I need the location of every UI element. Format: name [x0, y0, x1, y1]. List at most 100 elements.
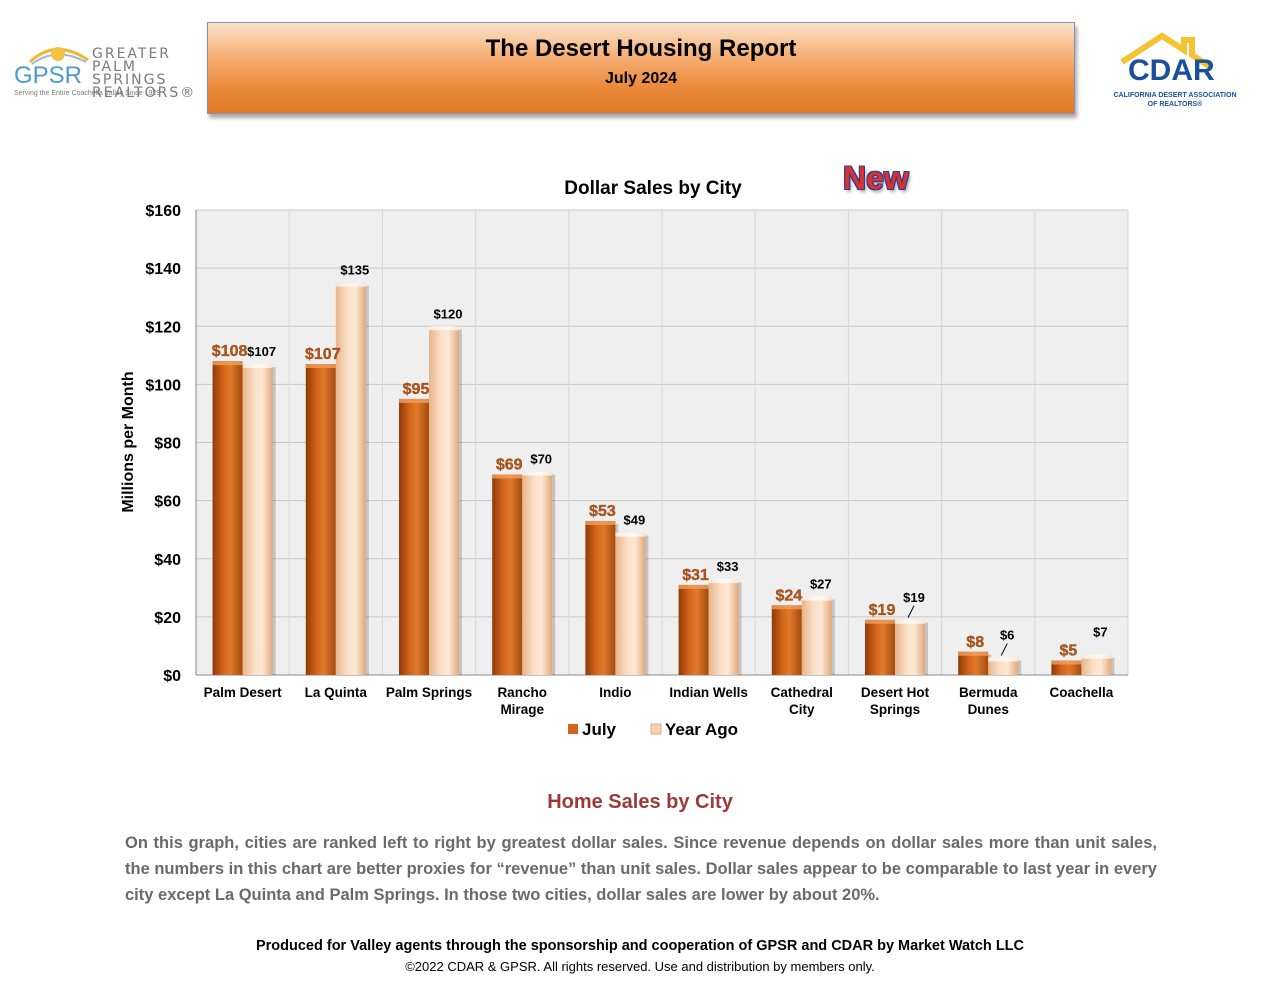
y-tick-label: $160 [145, 203, 181, 220]
report-title: The Desert Housing Report [485, 35, 797, 62]
cdar-subtitle: CALIFORNIA DESERT ASSOCIATION OF REALTOR… [1102, 91, 1248, 109]
bar-year-ago [708, 579, 739, 675]
data-label-year-ago: $49 [624, 513, 646, 528]
bar-july-cap [212, 361, 243, 366]
bar-july-cap [492, 474, 523, 479]
data-label-july: $5 [1060, 642, 1078, 659]
x-tick-label: City [789, 702, 815, 717]
bar-year-ago [335, 282, 366, 675]
bar-year-ago [895, 619, 925, 675]
data-label-year-ago: $107 [247, 344, 276, 359]
y-tick-label: $80 [154, 436, 181, 453]
bar-july [399, 398, 429, 675]
bar-year-ago [242, 364, 273, 675]
gpsr-logo: GPSR GREATER PALM SPRINGS REALTORS® Serv… [10, 40, 194, 102]
bar-july [492, 474, 523, 675]
x-tick-label: Indian Wells [669, 685, 748, 700]
cdar-abbr: CDAR [1128, 54, 1215, 87]
house-roof-icon [1120, 32, 1214, 71]
chart-title: Dollar Sales by City [564, 178, 742, 199]
gpsr-name: GREATER PALM SPRINGS REALTORS® [92, 46, 197, 101]
data-label-year-ago: $33 [717, 559, 739, 574]
x-tick-label: La Quinta [305, 685, 368, 700]
report-banner: The Desert Housing Report July 2024 [207, 22, 1075, 114]
bar-year-ago-cap [895, 619, 925, 624]
data-label-july: $24 [775, 587, 802, 604]
bar-july-cap [399, 398, 429, 403]
bar-year-ago-cap [335, 282, 366, 287]
section-title: Home Sales by City [547, 791, 733, 813]
footer-credit: Produced for Valley agents through the s… [255, 938, 1025, 954]
footer-copyright: ©2022 CDAR & GPSR. All rights reserved. … [405, 959, 875, 974]
data-label-july: $95 [403, 381, 430, 398]
data-label-year-ago: $135 [340, 263, 369, 278]
cdar-sub-line2: OF REALTORS® [1147, 101, 1203, 108]
cdar-sub-line1: CALIFORNIA DESERT ASSOCIATION [1113, 92, 1237, 99]
bar-july-cap [678, 584, 709, 589]
bar-year-ago-cap [429, 326, 459, 331]
x-tick-label: Cathedral [771, 685, 833, 700]
bar-july-cap [771, 605, 802, 610]
bar-july-cap [585, 520, 616, 525]
bar-july-cap [958, 651, 989, 656]
bar-year-ago [522, 471, 553, 675]
y-tick-label: $120 [145, 319, 181, 336]
gpsr-name-line1: GREATER [92, 46, 172, 62]
cdar-logo: CDAR CALIFORNIA DESERT ASSOCIATION OF RE… [1100, 30, 1250, 114]
dollar-sales-chart: $0$20$40$60$80$100$120$140$160 $108 $107 $… [120, 178, 1129, 739]
x-tick-label: Dunes [968, 702, 1009, 717]
bar-year-ago-cap [615, 532, 646, 537]
section-body: On this graph, cities are ranked left to… [125, 834, 1157, 904]
bar-july [212, 361, 243, 675]
bar-july [678, 584, 709, 675]
bar-year-ago [615, 532, 646, 675]
y-tick-label: $140 [145, 261, 181, 278]
data-label-july: $53 [589, 503, 616, 520]
y-tick-label: $20 [154, 610, 181, 627]
gpsr-abbr: GPSR [14, 62, 83, 89]
x-tick-label: Mirage [500, 702, 544, 717]
legend-label-july: July [582, 720, 617, 739]
data-label-year-ago: $27 [810, 577, 832, 592]
x-tick-label: Bermuda [959, 685, 1018, 700]
bar-july-cap [305, 364, 336, 369]
bar-year-ago [988, 657, 1019, 675]
gpsr-name-line2: PALM SPRINGS [92, 59, 168, 88]
bar-july [958, 651, 989, 675]
bar-july [305, 364, 336, 675]
x-tick-label: Coachella [1050, 685, 1114, 700]
data-label-july: $107 [305, 346, 341, 363]
bar-july-cap [1051, 660, 1082, 665]
leader-line [1000, 643, 1008, 656]
y-tick-label: $60 [154, 494, 181, 511]
bar-year-ago-cap [988, 657, 1019, 662]
x-tick-label: Rancho [497, 685, 547, 700]
legend-swatch-july [568, 724, 578, 734]
bar-july [585, 520, 616, 675]
data-label-july: $108 [212, 343, 248, 360]
y-tick-label: $100 [145, 377, 181, 394]
bar-july [771, 605, 802, 675]
bar-year-ago-cap [242, 364, 273, 369]
bar-year-ago [1081, 654, 1112, 675]
bar-july-cap [865, 619, 895, 624]
gpsr-tagline: Serving the Entire Coachella Valley Sinc… [14, 90, 161, 97]
bar-year-ago-cap [708, 579, 739, 584]
data-label-july: $19 [869, 602, 896, 619]
data-label-year-ago: $70 [530, 452, 552, 467]
gpsr-name-line3: REALTORS® [92, 85, 197, 101]
data-label-year-ago: $19 [903, 590, 925, 605]
legend-swatch-year-ago [650, 723, 662, 735]
bar-year-ago [429, 326, 459, 675]
data-label-year-ago: $7 [1093, 625, 1107, 640]
x-tick-label: Desert Hot [861, 685, 930, 700]
bar-july [865, 619, 895, 675]
data-label-july: $31 [682, 567, 709, 584]
bar-year-ago-cap [522, 471, 553, 476]
x-tick-label: Palm Desert [204, 685, 283, 700]
sunrise-icon [28, 47, 89, 65]
data-label-july: $8 [966, 634, 984, 651]
bar-year-ago-cap [801, 596, 832, 601]
data-label-july: $69 [496, 456, 523, 473]
y-tick-label: $0 [163, 668, 181, 685]
